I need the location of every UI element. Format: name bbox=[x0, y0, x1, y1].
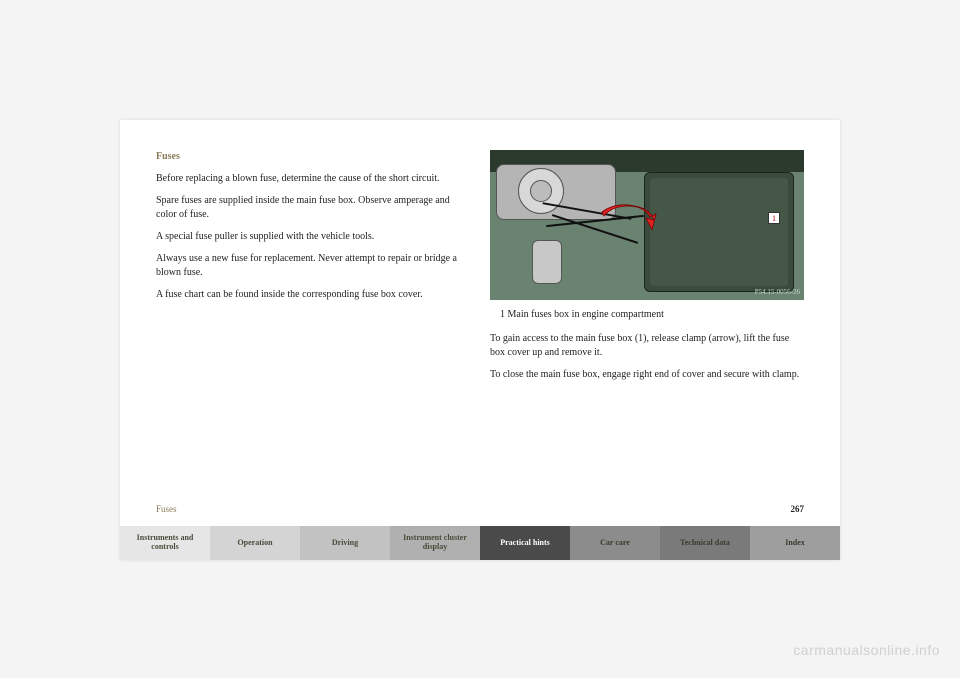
section-title: Fuses bbox=[156, 150, 470, 164]
nav-tab-operation[interactable]: Operation bbox=[210, 526, 300, 560]
nav-tab-label: Index bbox=[785, 539, 805, 548]
body-paragraph: A fuse chart can be found inside the cor… bbox=[156, 288, 470, 302]
footer-line: Fuses 267 bbox=[156, 504, 804, 514]
illus-fuse-box-top bbox=[650, 178, 788, 286]
body-paragraph: A special fuse puller is supplied with t… bbox=[156, 230, 470, 244]
page-number: 267 bbox=[791, 504, 805, 514]
nav-tab-instruments[interactable]: Instruments and controls bbox=[120, 526, 210, 560]
body-paragraph: To close the main fuse box, engage right… bbox=[490, 368, 804, 382]
nav-tab-label: Car care bbox=[600, 539, 630, 548]
nav-tab-technical[interactable]: Technical data bbox=[660, 526, 750, 560]
watermark: carmanualsonline.info bbox=[793, 642, 940, 658]
nav-tab-label: Instruments and controls bbox=[122, 534, 208, 552]
fuse-box-illustration: 1 P54.15-0056-26 bbox=[490, 150, 804, 300]
nav-tab-label: Driving bbox=[332, 539, 358, 548]
body-paragraph: Always use a new fuse for replacement. N… bbox=[156, 252, 470, 280]
callout-label-1: 1 bbox=[768, 212, 780, 224]
nav-tab-driving[interactable]: Driving bbox=[300, 526, 390, 560]
nav-tab-carcare[interactable]: Car care bbox=[570, 526, 660, 560]
nav-tab-label: Practical hints bbox=[500, 539, 550, 548]
body-paragraph: Before replacing a blown fuse, determine… bbox=[156, 172, 470, 186]
figure-reference: P54.15-0056-26 bbox=[755, 288, 800, 298]
nav-tab-index[interactable]: Index bbox=[750, 526, 840, 560]
body-paragraph: Spare fuses are supplied inside the main… bbox=[156, 194, 470, 222]
body-paragraph: To gain access to the main fuse box (1),… bbox=[490, 332, 804, 360]
manual-page: Fuses Before replacing a blown fuse, det… bbox=[120, 120, 840, 560]
footer-section-name: Fuses bbox=[156, 504, 177, 514]
figure-caption: 1 Main fuses box in engine compartment bbox=[500, 308, 804, 322]
nav-tab-practical[interactable]: Practical hints bbox=[480, 526, 570, 560]
content-columns: Fuses Before replacing a blown fuse, det… bbox=[120, 120, 840, 390]
nav-tab-cluster[interactable]: Instrument cluster display bbox=[390, 526, 480, 560]
illus-cap-inner bbox=[530, 180, 552, 202]
left-column: Fuses Before replacing a blown fuse, det… bbox=[156, 150, 470, 390]
right-column: 1 P54.15-0056-26 1 Main fuses box in eng… bbox=[490, 150, 804, 390]
nav-tab-label: Technical data bbox=[680, 539, 730, 548]
nav-tabs: Instruments and controls Operation Drivi… bbox=[120, 526, 840, 560]
illus-cylinder bbox=[532, 240, 562, 284]
nav-tab-label: Instrument cluster display bbox=[392, 534, 478, 552]
nav-tab-label: Operation bbox=[237, 539, 272, 548]
release-arrow-icon bbox=[598, 200, 658, 234]
